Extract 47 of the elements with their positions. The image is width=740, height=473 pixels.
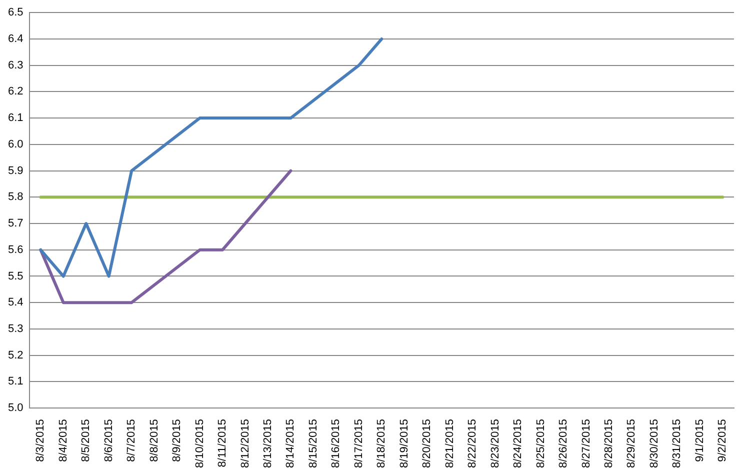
x-tick-label: 8/23/2015 bbox=[489, 419, 502, 468]
x-tick-label: 8/19/2015 bbox=[398, 419, 410, 468]
x-tick-label: 8/3/2015 bbox=[34, 419, 47, 462]
x-tick-label: 8/7/2015 bbox=[126, 419, 138, 462]
y-tick-label: 5.7 bbox=[8, 218, 24, 230]
y-tick-label: 6.2 bbox=[8, 86, 24, 98]
x-tick-label: 8/31/2015 bbox=[671, 419, 684, 468]
x-tick-label: 8/17/2015 bbox=[352, 419, 365, 468]
x-tick-label: 8/6/2015 bbox=[102, 419, 115, 462]
y-tick-label: 5.1 bbox=[8, 376, 24, 388]
y-tick-label: 6.1 bbox=[8, 112, 24, 124]
x-tick-label: 8/18/2015 bbox=[376, 419, 388, 468]
y-tick-label: 5.3 bbox=[8, 323, 24, 335]
y-tick-label: 5.9 bbox=[8, 164, 24, 177]
y-tick-label: 5.6 bbox=[8, 244, 24, 256]
x-tick-label: 8/4/2015 bbox=[57, 419, 70, 462]
x-tick-label: 8/22/2015 bbox=[466, 419, 479, 468]
y-tick-label: 6.5 bbox=[8, 6, 24, 19]
x-tick-label: 8/30/2015 bbox=[648, 419, 660, 468]
x-tick-label: 8/14/2015 bbox=[284, 419, 297, 468]
x-tick-label: 8/10/2015 bbox=[194, 419, 206, 468]
y-tick-label: 6.3 bbox=[8, 59, 24, 72]
y-tick-label: 5.8 bbox=[8, 191, 24, 204]
x-tick-label: 8/16/2015 bbox=[330, 419, 342, 468]
x-tick-label: 8/9/2015 bbox=[171, 419, 184, 462]
x-tick-label: 8/27/2015 bbox=[580, 419, 592, 468]
x-tick-label: 8/21/2015 bbox=[444, 419, 456, 468]
x-tick-label: 8/24/2015 bbox=[512, 419, 524, 468]
x-tick-label: 8/25/2015 bbox=[534, 419, 547, 468]
y-tick-label: 5.4 bbox=[8, 296, 24, 309]
x-tick-label: 8/8/2015 bbox=[148, 419, 160, 462]
x-tick-label: 9/2/2015 bbox=[716, 419, 729, 462]
x-tick-label: 8/28/2015 bbox=[603, 419, 615, 468]
x-tick-label: 8/12/2015 bbox=[239, 419, 252, 468]
y-tick-label: 5.0 bbox=[8, 402, 24, 414]
x-tick-label: 8/26/2015 bbox=[558, 419, 570, 468]
y-tick-label: 5.2 bbox=[8, 349, 24, 362]
x-tick-label: 8/15/2015 bbox=[307, 419, 320, 468]
y-tick-label: 5.5 bbox=[8, 270, 24, 282]
x-tick-label: 8/5/2015 bbox=[80, 419, 92, 462]
x-tick-label: 8/13/2015 bbox=[262, 419, 274, 468]
x-tick-label: 8/11/2015 bbox=[216, 419, 229, 468]
y-tick-label: 6.4 bbox=[8, 32, 24, 45]
x-tick-label: 8/20/2015 bbox=[421, 419, 434, 468]
x-tick-label: 9/1/2015 bbox=[694, 419, 706, 462]
x-tick-label: 8/29/2015 bbox=[626, 419, 638, 468]
y-tick-label: 6.0 bbox=[8, 138, 24, 150]
